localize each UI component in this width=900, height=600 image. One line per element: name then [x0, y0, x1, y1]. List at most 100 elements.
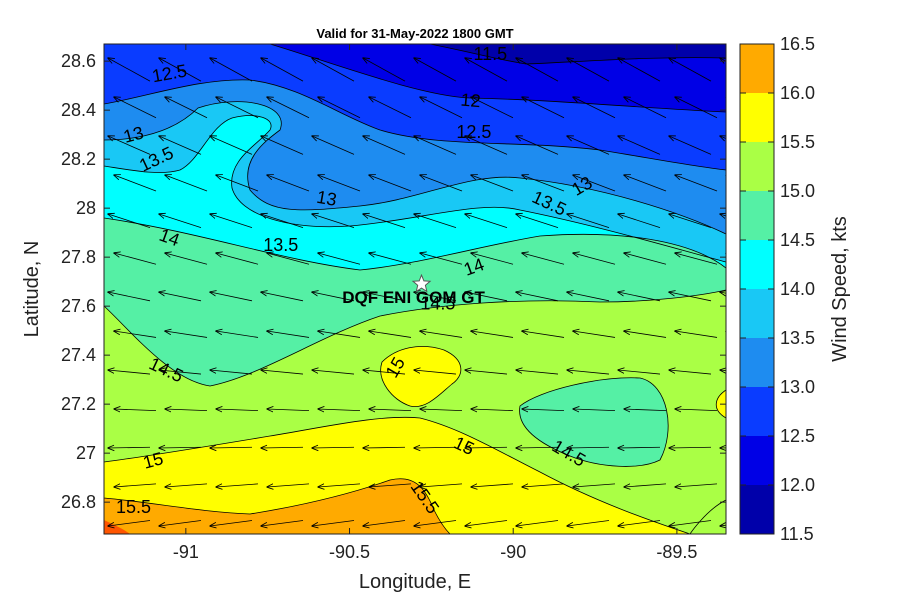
wind-arrow [414, 447, 457, 448]
wind-arrow [420, 484, 463, 487]
colorbar-frame [739, 43, 775, 535]
contour-line-15-5-east [715, 389, 726, 419]
wind-arrow [318, 97, 361, 119]
y-axis-label: Latitude, N [21, 241, 43, 338]
colorbar-tick-label: 15.0 [780, 181, 815, 201]
wind-arrow [465, 214, 508, 228]
wind-arrow [624, 409, 667, 411]
wind-arrow [618, 370, 661, 375]
wind-arrow [675, 409, 718, 411]
wind-arrow [261, 370, 304, 375]
colorbar-tick-label: 11.5 [780, 524, 814, 544]
wind-arrow [363, 520, 406, 526]
colorbar-tick-label: 16.0 [780, 83, 815, 103]
wind-arrow [369, 409, 412, 411]
wind-arrow [414, 370, 457, 375]
contour-label: 12 [460, 90, 482, 112]
wind-arrow [363, 58, 406, 82]
wind-arrow [114, 175, 157, 192]
wind-arrow [165, 409, 208, 411]
wind-arrow [369, 484, 412, 487]
contour-line-13-0 [104, 79, 726, 171]
y-tick-label: 28.4 [61, 100, 96, 120]
wind-arrow [267, 484, 310, 487]
colorbar-band [740, 191, 774, 240]
colorbar-tick-label: 16.5 [780, 34, 815, 54]
wind-arrow [669, 58, 712, 82]
colorbar-band [740, 338, 774, 387]
wind-arrow [216, 175, 259, 192]
wind-arrow [210, 370, 253, 375]
wind-arrow [516, 447, 559, 448]
wind-arrow [618, 58, 661, 82]
wind-arrow [108, 58, 151, 82]
wind-arrow [471, 253, 514, 265]
wind-arrow [267, 253, 310, 265]
wind-arrow [210, 447, 253, 448]
wind-arrow [318, 175, 361, 192]
contour-line-13-5 [104, 101, 726, 235]
wind-arrow [618, 292, 661, 302]
wind-arrow [516, 58, 559, 82]
contour-line-16-0 [104, 478, 451, 534]
colorbar-tick-label: 12.0 [780, 475, 815, 495]
wind-arrow [210, 520, 253, 526]
colorbar-tick-label: 15.5 [780, 132, 815, 152]
colorbar-tick-label: 13.0 [780, 377, 815, 397]
x-tick-label: -90.5 [329, 542, 370, 562]
wind-arrow [363, 292, 406, 302]
wind-arrow [414, 58, 457, 82]
contour-line-15-5-north-island [380, 346, 462, 408]
wind-arrow [216, 484, 259, 487]
wind-arrow [369, 175, 412, 192]
wind-arrow [420, 253, 463, 265]
wind-arrow [573, 409, 616, 411]
y-tick-label: 27.4 [61, 345, 96, 365]
wind-arrow [312, 447, 355, 448]
wind-arrow [159, 136, 202, 155]
x-tick-label: -91 [173, 542, 199, 562]
wind-arrow [669, 292, 712, 302]
wind-arrow [573, 175, 616, 192]
wind-arrow [369, 97, 412, 119]
wind-arrow [471, 331, 514, 338]
wind-arrow [108, 370, 151, 375]
wind-arrow [216, 409, 259, 411]
station-label: DQF ENI GOM GT [342, 288, 485, 307]
contour-label: 12.5 [456, 122, 491, 142]
band-15-5-north-island [380, 346, 461, 407]
wind-arrow [216, 331, 259, 338]
contour-line-14-5-island [519, 377, 669, 467]
wind-arrow [363, 214, 406, 228]
wind-arrow [573, 331, 616, 338]
wind-arrow [420, 97, 463, 119]
wind-arrow [414, 520, 457, 526]
wind-arrow [675, 331, 718, 338]
x-tick-label: -90 [500, 542, 526, 562]
wind-arrow [159, 58, 202, 82]
wind-arrow [210, 58, 253, 82]
wind-arrow [312, 136, 355, 155]
band-14-5-island [519, 377, 669, 467]
wind-arrow [420, 175, 463, 192]
wind-arrow [567, 136, 610, 155]
y-tick-label: 26.8 [61, 492, 96, 512]
wind-arrow [159, 214, 202, 228]
wind-arrow [108, 292, 151, 302]
wind-arrow [261, 447, 304, 448]
wind-arrow [267, 175, 310, 192]
wind-arrow [261, 214, 304, 228]
wind-arrow [624, 175, 667, 192]
wind-arrow [618, 214, 661, 228]
wind-arrow [624, 97, 667, 119]
band-16-0 [104, 478, 450, 534]
wind-arrow [114, 253, 157, 265]
wind-arrow [522, 484, 565, 487]
wind-arrow [114, 484, 157, 487]
y-tick-label: 27 [76, 443, 96, 463]
wind-arrow [471, 409, 514, 411]
wind-arrow [669, 447, 712, 448]
wind-arrow [516, 292, 559, 302]
wind-arrow [108, 136, 151, 155]
